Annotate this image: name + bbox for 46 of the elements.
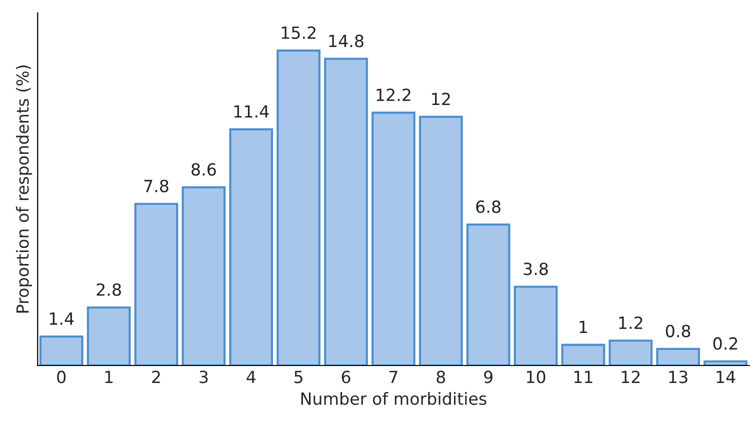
x-tick-label: 6	[342, 370, 350, 384]
bar	[182, 186, 226, 366]
bar	[466, 224, 510, 366]
x-tick-label: 3	[200, 370, 208, 384]
bar	[276, 50, 320, 366]
bar	[608, 340, 653, 366]
data-label: 15.2	[282, 26, 316, 39]
data-label: 14.8	[329, 34, 364, 48]
data-label: 12	[432, 92, 450, 106]
bar	[39, 335, 84, 366]
data-label: 2.8	[96, 283, 121, 296]
x-tick-label: 5	[294, 370, 302, 384]
x-tick-label: 9	[484, 370, 492, 384]
y-axis-title: Proportion of respondents (%)	[16, 65, 32, 313]
data-label: 7.8	[144, 180, 168, 192]
data-label: 6.8	[476, 200, 500, 214]
data-label: 8.6	[192, 163, 216, 176]
bar	[229, 128, 274, 366]
data-label: 0.2	[713, 337, 738, 350]
data-label: 1.2	[619, 316, 642, 329]
data-label: 12.2	[376, 88, 410, 101]
x-axis-title: Number of morbidities	[301, 392, 486, 405]
data-label: 1	[580, 320, 587, 333]
x-tick-label: 12	[622, 370, 640, 384]
x-tick-label: 10	[526, 370, 546, 384]
x-tick-label: 7	[390, 370, 398, 384]
bar	[372, 112, 416, 366]
x-tick-label: 14	[716, 370, 736, 384]
bar	[656, 348, 700, 366]
x-tick-label: 11	[574, 370, 592, 384]
x-tick-label: 13	[669, 370, 688, 384]
bar	[134, 202, 178, 366]
x-tick-label: 4	[246, 370, 256, 384]
data-label: 3.8	[524, 262, 548, 276]
data-label: 0.8	[666, 324, 690, 338]
data-label: 11.4	[234, 105, 269, 118]
x-tick-label: 8	[436, 370, 446, 384]
x-tick-label: 1	[105, 370, 113, 384]
bar	[86, 306, 131, 366]
data-label: 1.4	[50, 312, 74, 325]
bar	[324, 58, 368, 366]
x-tick-label: 2	[152, 370, 160, 384]
bar	[418, 116, 463, 366]
x-tick-label: 0	[57, 370, 66, 384]
bar	[561, 344, 606, 366]
bar	[514, 286, 558, 366]
